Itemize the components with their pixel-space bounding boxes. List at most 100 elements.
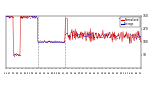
- Point: [91, 34, 94, 35]
- Point: [32, 15, 35, 17]
- Point: [116, 37, 118, 38]
- Point: [28, 15, 30, 16]
- Point: [12, 16, 14, 17]
- Point: [21, 17, 24, 18]
- Point: [90, 32, 93, 34]
- Point: [136, 33, 139, 35]
- Point: [121, 18, 124, 20]
- Legend: Normalized, Average: Normalized, Average: [120, 17, 140, 27]
- Point: [13, 55, 15, 56]
- Point: [31, 16, 34, 18]
- Point: [82, 35, 84, 36]
- Point: [6, 16, 9, 17]
- Point: [42, 41, 44, 42]
- Point: [35, 15, 38, 17]
- Point: [104, 34, 107, 36]
- Point: [43, 40, 45, 42]
- Point: [80, 34, 83, 35]
- Point: [132, 33, 134, 35]
- Point: [117, 17, 120, 19]
- Point: [102, 34, 104, 36]
- Point: [114, 34, 116, 35]
- Point: [85, 35, 87, 36]
- Point: [52, 41, 55, 42]
- Point: [39, 41, 41, 42]
- Point: [46, 40, 49, 42]
- Point: [17, 54, 20, 56]
- Point: [15, 54, 18, 55]
- Point: [79, 33, 82, 34]
- Point: [72, 36, 75, 37]
- Point: [50, 41, 53, 43]
- Point: [92, 36, 95, 37]
- Point: [60, 41, 63, 42]
- Point: [89, 36, 92, 38]
- Point: [99, 36, 101, 38]
- Point: [44, 42, 47, 43]
- Point: [36, 17, 39, 18]
- Point: [61, 41, 64, 42]
- Point: [125, 21, 128, 23]
- Point: [30, 16, 33, 17]
- Point: [41, 42, 43, 43]
- Point: [25, 16, 27, 17]
- Point: [86, 35, 88, 37]
- Point: [45, 41, 48, 42]
- Point: [131, 37, 133, 38]
- Point: [107, 33, 110, 34]
- Point: [117, 35, 119, 36]
- Point: [115, 35, 117, 37]
- Point: [113, 35, 115, 36]
- Point: [62, 41, 65, 43]
- Point: [81, 33, 84, 34]
- Point: [78, 36, 81, 37]
- Point: [76, 33, 79, 35]
- Point: [56, 42, 58, 43]
- Point: [73, 33, 76, 34]
- Point: [134, 37, 137, 38]
- Point: [44, 41, 46, 42]
- Point: [57, 41, 59, 43]
- Point: [20, 17, 23, 18]
- Point: [118, 17, 121, 18]
- Point: [26, 15, 28, 17]
- Point: [96, 37, 99, 38]
- Point: [5, 16, 8, 17]
- Point: [11, 16, 13, 17]
- Point: [65, 33, 68, 34]
- Point: [120, 18, 123, 19]
- Point: [55, 42, 57, 43]
- Point: [16, 54, 19, 55]
- Point: [77, 35, 80, 37]
- Point: [53, 41, 56, 43]
- Point: [28, 17, 31, 18]
- Point: [124, 18, 127, 20]
- Point: [10, 15, 12, 17]
- Point: [9, 16, 11, 18]
- Point: [110, 34, 113, 35]
- Point: [88, 33, 91, 34]
- Point: [139, 35, 142, 37]
- Point: [67, 35, 69, 36]
- Point: [100, 37, 102, 38]
- Point: [87, 33, 89, 34]
- Point: [88, 37, 90, 38]
- Point: [40, 41, 42, 43]
- Point: [106, 35, 109, 36]
- Point: [72, 34, 74, 35]
- Point: [112, 35, 114, 37]
- Point: [33, 16, 36, 17]
- Point: [119, 18, 122, 19]
- Point: [123, 19, 126, 20]
- Point: [49, 41, 52, 43]
- Point: [29, 16, 32, 17]
- Point: [126, 18, 128, 20]
- Point: [111, 38, 113, 39]
- Point: [71, 34, 73, 36]
- Point: [122, 19, 125, 21]
- Point: [109, 36, 112, 37]
- Point: [64, 33, 67, 34]
- Point: [70, 31, 72, 33]
- Point: [23, 16, 25, 18]
- Point: [60, 41, 62, 42]
